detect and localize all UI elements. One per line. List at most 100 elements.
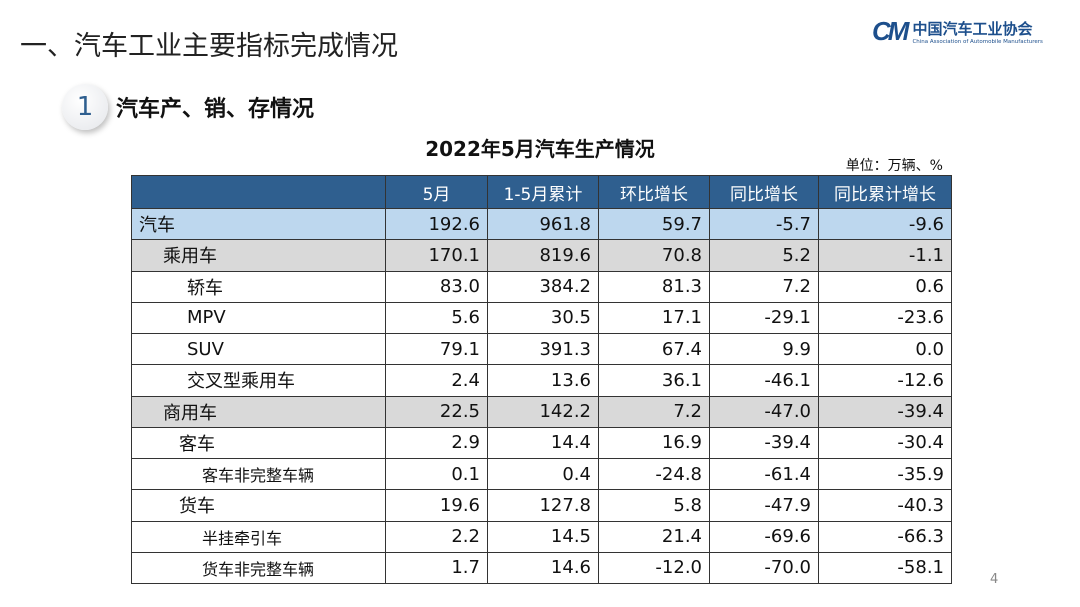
- row-label: 商用车: [131, 395, 386, 428]
- table-row: 商用车 22.5 142.2 7.2 -47.0 -39.4: [131, 395, 952, 428]
- row-label: 客车非完整车辆: [131, 457, 386, 491]
- table-cell: -39.4: [709, 426, 819, 460]
- table-cell: 0.0: [818, 332, 952, 366]
- table-cell: 16.9: [598, 426, 710, 460]
- row-label: 轿车: [131, 270, 386, 303]
- column-header: 1-5月累计: [487, 175, 599, 209]
- table-cell: 127.8: [487, 489, 599, 522]
- row-label: 货车: [131, 489, 386, 522]
- table-cell: -47.0: [709, 395, 819, 428]
- slide-title: 一、汽车工业主要指标完成情况: [20, 31, 398, 62]
- table-cell: -47.9: [709, 489, 819, 522]
- table-cell: 170.1: [385, 239, 488, 272]
- table-cell: -9.6: [818, 207, 952, 241]
- table-cell: -40.3: [818, 489, 952, 522]
- row-label: 交叉型乘用车: [131, 364, 386, 397]
- table-cell: 30.5: [487, 301, 599, 335]
- table-row: 乘用车 170.1 819.6 70.8 5.2 -1.1: [131, 239, 952, 272]
- table-cell: 0.4: [487, 457, 599, 491]
- table-row: 半挂牵引车 2.2 14.5 21.4 -69.6 -66.3: [131, 520, 952, 553]
- column-header: 5月: [385, 175, 488, 209]
- table-cell: -66.3: [818, 520, 952, 553]
- table-cell: -69.6: [709, 520, 819, 553]
- table-cell: 9.9: [709, 332, 819, 366]
- table-cell: -30.4: [818, 426, 952, 460]
- table-cell: 83.0: [385, 270, 488, 303]
- table-cell: 79.1: [385, 332, 488, 366]
- table-row: 客车 2.9 14.4 16.9 -39.4 -30.4: [131, 426, 952, 460]
- row-label: 半挂牵引车: [131, 520, 386, 553]
- table-row: 交叉型乘用车 2.4 13.6 36.1 -46.1 -12.6: [131, 364, 952, 397]
- table-cell: 36.1: [598, 364, 710, 397]
- section-number-badge: 1: [62, 84, 108, 130]
- table-cell: 384.2: [487, 270, 599, 303]
- table-cell: 70.8: [598, 239, 710, 272]
- column-header: 同比增长: [709, 175, 819, 209]
- section-title: 汽车产、销、存情况: [116, 97, 315, 122]
- table-header-row: 5月 1-5月累计 环比增长 同比增长 同比累计增长: [131, 175, 952, 209]
- table-row: 汽车 192.6 961.8 59.7 -5.7 -9.6: [131, 207, 952, 241]
- table-cell: 192.6: [385, 207, 488, 241]
- table-cell: 14.4: [487, 426, 599, 460]
- table-cell: -61.4: [709, 457, 819, 491]
- logo-en-text: China Association of Automobile Manufact…: [912, 39, 1043, 45]
- column-header: [131, 175, 386, 209]
- table-cell: -46.1: [709, 364, 819, 397]
- table-cell: 17.1: [598, 301, 710, 335]
- row-label: 汽车: [131, 207, 386, 241]
- table-row: 货车 19.6 127.8 5.8 -47.9 -40.3: [131, 489, 952, 522]
- table-cell: 13.6: [487, 364, 599, 397]
- table-cell: 142.2: [487, 395, 599, 428]
- table-cell: 961.8: [487, 207, 599, 241]
- table-cell: 21.4: [598, 520, 710, 553]
- table-cell: -58.1: [818, 551, 952, 585]
- table-cell: 5.6: [385, 301, 488, 335]
- table-cell: -70.0: [709, 551, 819, 585]
- row-label: 乘用车: [131, 239, 386, 272]
- row-label: 客车: [131, 426, 386, 460]
- table-cell: -35.9: [818, 457, 952, 491]
- page-number: 4: [990, 572, 999, 587]
- table-caption: 2022年5月汽车生产情况: [425, 137, 655, 161]
- table-cell: 7.2: [709, 270, 819, 303]
- table-cell: 14.5: [487, 520, 599, 553]
- table-cell: 81.3: [598, 270, 710, 303]
- column-header: 环比增长: [598, 175, 710, 209]
- table-row: 轿车 83.0 384.2 81.3 7.2 0.6: [131, 270, 952, 303]
- section-heading: 1 汽车产、销、存情况: [62, 84, 314, 130]
- table-cell: -23.6: [818, 301, 952, 335]
- production-table: 5月 1-5月累计 环比增长 同比增长 同比累计增长 汽车 192.6 961.8 59.7-…: [131, 175, 952, 585]
- table-cell: 0.6: [818, 270, 952, 303]
- table-cell: 5.8: [598, 489, 710, 522]
- row-label: 货车非完整车辆: [131, 551, 386, 585]
- table-row: SUV 79.1 391.3 67.4 9.9 0.0: [131, 332, 952, 366]
- logo-cn-text: 中国汽车工业协会: [912, 20, 1033, 38]
- table-cell: -12.0: [598, 551, 710, 585]
- table-cell: -1.1: [818, 239, 952, 272]
- table-cell: 5.2: [709, 239, 819, 272]
- table-cell: 7.2: [598, 395, 710, 428]
- table-cell: -5.7: [709, 207, 819, 241]
- table-cell: 22.5: [385, 395, 488, 428]
- table-cell: 2.4: [385, 364, 488, 397]
- table-cell: 2.2: [385, 520, 488, 553]
- table-row: MPV 5.6 30.5 17.1 -29.1 -23.6: [131, 301, 952, 335]
- table-cell: -12.6: [818, 364, 952, 397]
- table-cell: 2.9: [385, 426, 488, 460]
- table-cell: 819.6: [487, 239, 599, 272]
- logo-mark-icon: CM: [872, 16, 909, 46]
- table-row: 客车非完整车辆 0.1 0.4 -24.8 -61.4 -35.9: [131, 457, 952, 491]
- row-label: MPV: [131, 301, 386, 335]
- table-cell: 14.6: [487, 551, 599, 585]
- row-label: SUV: [131, 332, 386, 366]
- column-header: 同比累计增长: [818, 175, 952, 209]
- caam-logo: CM 中国汽车工业协会 China Association of Automob…: [872, 16, 1043, 47]
- table-cell: -29.1: [709, 301, 819, 335]
- table-cell: 1.7: [385, 551, 488, 585]
- table-cell: 59.7: [598, 207, 710, 241]
- table-row: 货车非完整车辆 1.7 14.6 -12.0 -70.0 -58.1: [131, 551, 952, 585]
- table-cell: 67.4: [598, 332, 710, 366]
- table-cell: -39.4: [818, 395, 952, 428]
- table-cell: 19.6: [385, 489, 488, 522]
- table-cell: -24.8: [598, 457, 710, 491]
